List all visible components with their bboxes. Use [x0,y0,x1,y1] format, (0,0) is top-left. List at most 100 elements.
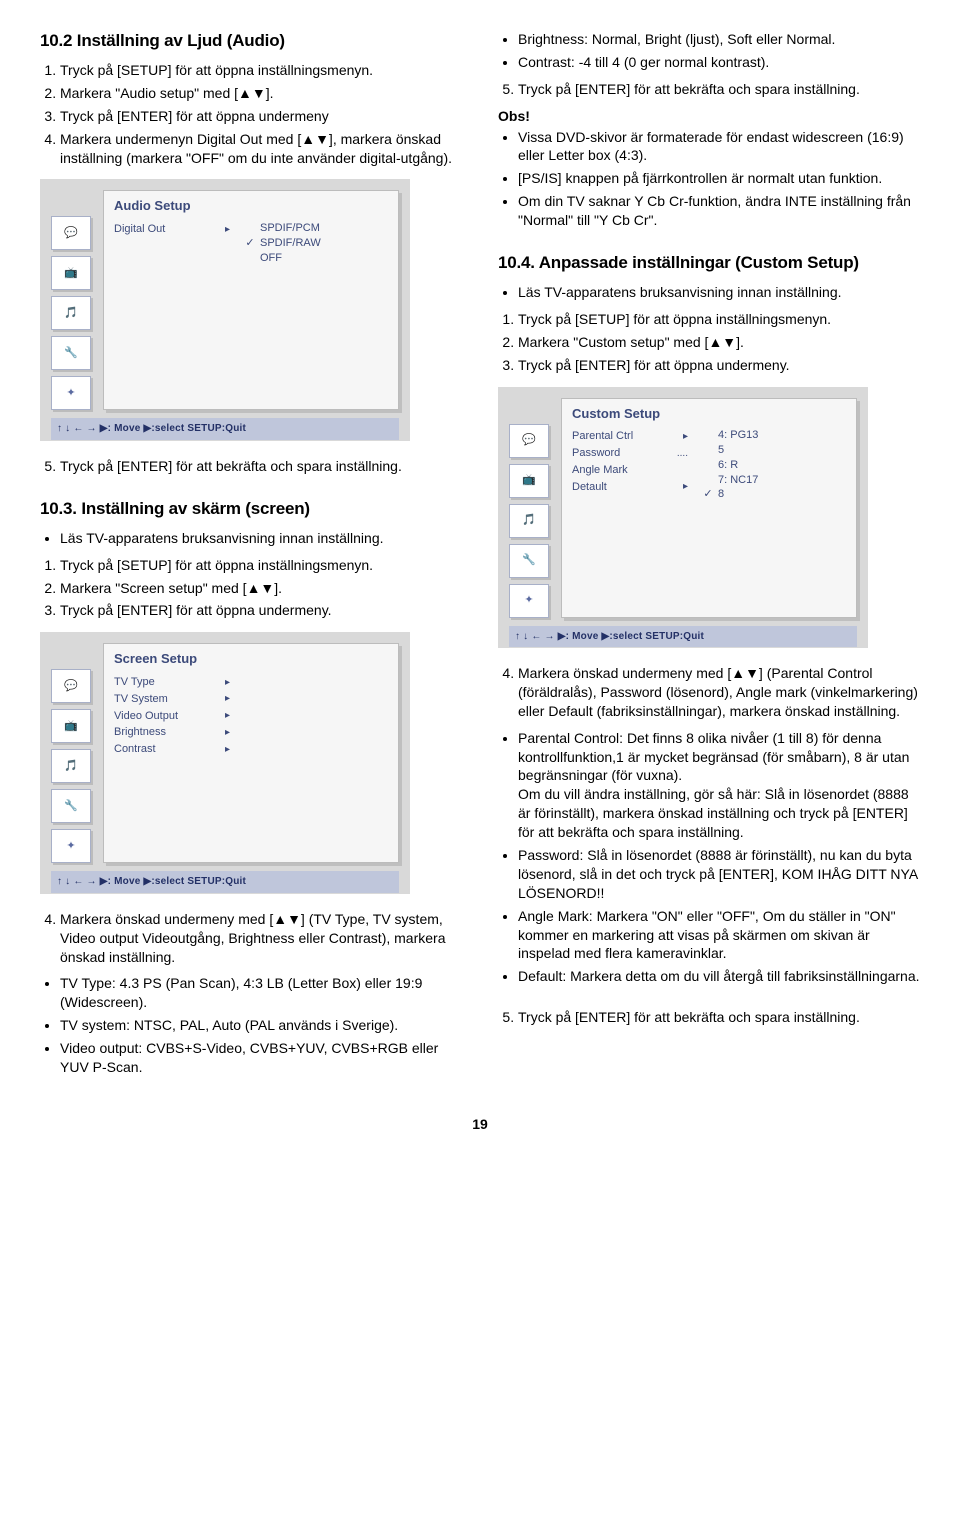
menu-item-label: Video Output [114,709,178,724]
right-column: Brightness: Normal, Bright (ljust), Soft… [498,30,920,1085]
value-label: 8 [718,487,724,502]
s103-lead: Läs TV-apparatens bruksanvisning innan i… [40,529,462,548]
tool-icon: 🔧 [51,789,91,823]
note-icon: 🎵 [51,296,91,330]
s104-step4: Markera önskad undermeny med [▲▼] (Paren… [498,664,920,721]
audio-setup-panel: Audio Setup Digital Out ▸ SPDIF/PCM ✓ SPD… [103,190,399,410]
list-item: Tryck på [ENTER] för att bekräfta och sp… [518,1008,920,1027]
obs-label: Obs! [498,107,920,126]
option-label: OFF [260,251,282,266]
list-item: [PS/IS] knappen på fjärrkontrollen är no… [518,169,920,188]
s104-heading: 10.4. Anpassade inställningar (Custom Se… [498,252,920,275]
right-top-step5: Tryck på [ENTER] för att bekräfta och sp… [498,80,920,99]
note-icon: 🎵 [509,504,549,538]
gear-icon: ✦ [51,376,91,410]
menu-item-label: Detault [572,480,607,495]
value-row: 6: R [700,458,850,473]
note-icon: 🎵 [51,749,91,783]
tool-icon: 🔧 [509,544,549,578]
side-icons: 💬 📺 🎵 🔧 ✦ [51,643,95,863]
menu-item-label: Digital Out [114,222,165,237]
option-label: SPDIF/RAW [260,236,321,251]
audio-setup-figure: 💬 📺 🎵 🔧 ✦ Audio Setup Digital Out ▸ [40,179,410,441]
list-item: Markera undermenyn Digital Out med [▲▼],… [60,130,462,168]
custom-setup-figure: 💬 📺 🎵 🔧 ✦ Custom Setup Parental Ctrl▸ Pa… [498,387,868,649]
list-item: Angle Mark: Markera "ON" eller "OFF", Om… [518,907,920,964]
list-item: Markera önskad undermeny med [▲▼] (Paren… [518,664,920,721]
list-item: Läs TV-apparatens bruksanvisning innan i… [518,283,920,302]
gear-icon: ✦ [509,584,549,618]
chevron-right-icon: ▸ [225,676,230,690]
list-item: Tryck på [ENTER] för att bekräfta och sp… [518,80,920,99]
check-icon: ✓ [702,487,714,502]
value-row: ✓8 [700,487,850,502]
menu-item: Contrast▸ [112,741,232,758]
brightness-contrast-bullets: Brightness: Normal, Bright (ljust), Soft… [498,30,920,72]
menu-item-label: Parental Ctrl [572,429,633,444]
dots-icon: .... [677,447,688,461]
screen-setup-panel: Screen Setup TV Type ▸ TV System▸ Video O… [103,643,399,863]
speech-icon: 💬 [51,669,91,703]
s103-steps: Tryck på [SETUP] för att öppna inställni… [40,556,462,621]
list-item: Tryck på [ENTER] för att öppna undermeny [60,107,462,126]
list-item: Tryck på [SETUP] för att öppna inställni… [518,310,920,329]
s104-steps: Tryck på [SETUP] för att öppna inställni… [498,310,920,375]
gear-icon: ✦ [51,829,91,863]
setup-footer: ↑ ↓ ← → ▶: Move ▶:select SETUP:Quit [509,626,857,648]
list-item: Markera "Screen setup" med [▲▼]. [60,579,462,598]
menu-item: Parental Ctrl▸ [570,428,690,445]
menu-item: Password.... [570,445,690,462]
list-item: Tryck på [SETUP] för att öppna inställni… [60,61,462,80]
menu-item: TV System▸ [112,691,232,708]
list-item: TV Type: 4.3 PS (Pan Scan), 4:3 LB (Lett… [60,974,462,1012]
list-item: Brightness: Normal, Bright (ljust), Soft… [518,30,920,49]
list-item: Om din TV saknar Y Cb Cr-funktion, ändra… [518,192,920,230]
menu-item-label: Password [572,446,620,461]
side-icons: 💬 📺 🎵 🔧 ✦ [51,190,95,410]
list-item: Markera önskad undermeny med [▲▼] (TV Ty… [60,910,462,967]
list-item: TV system: NTSC, PAL, Auto (PAL används … [60,1016,462,1035]
tool-icon: 🔧 [51,336,91,370]
value-row: 7: NC17 [700,473,850,488]
menu-item: Detault ▸ [570,479,690,496]
list-item: Markera "Audio setup" med [▲▼]. [60,84,462,103]
panel-title: Screen Setup [114,650,392,668]
speech-icon: 💬 [509,424,549,458]
check-icon: ✓ [244,236,256,251]
left-column: 10.2 Inställning av Ljud (Audio) Tryck p… [40,30,462,1085]
page-number: 19 [40,1115,920,1134]
setup-footer: ↑ ↓ ← → ▶: Move ▶:select SETUP:Quit [51,871,399,893]
list-item: Parental Control: Det finns 8 olika nivå… [518,729,920,842]
s104-lead: Läs TV-apparatens bruksanvisning innan i… [498,283,920,302]
custom-setup-panel: Custom Setup Parental Ctrl▸ Password....… [561,398,857,618]
list-item: Tryck på [ENTER] för att bekräfta och sp… [60,457,462,476]
list-item: Tryck på [ENTER] för att öppna undermeny… [518,356,920,375]
s102-step5: Tryck på [ENTER] för att bekräfta och sp… [40,457,462,476]
value-row: 4: PG13 [700,428,850,443]
list-item: Tryck på [ENTER] för att öppna undermeny… [60,601,462,620]
s102-steps: Tryck på [SETUP] för att öppna inställni… [40,61,462,167]
panel-title: Audio Setup [114,197,392,215]
list-item: Vissa DVD-skivor är formaterade för enda… [518,128,920,166]
menu-item: Digital Out ▸ [112,221,232,238]
side-icons: 💬 📺 🎵 🔧 ✦ [509,398,553,618]
menu-item-label: Brightness [114,725,166,740]
menu-item: Angle Mark [570,462,690,479]
s103-step4: Markera önskad undermeny med [▲▼] (TV Ty… [40,910,462,967]
chevron-right-icon: ▸ [225,726,230,740]
chevron-right-icon: ▸ [683,480,688,494]
menu-items: Parental Ctrl▸ Password.... Angle Mark D… [570,428,690,502]
list-item: Tryck på [SETUP] för att öppna inställni… [60,556,462,575]
menu-item: Brightness ▸ [112,724,232,741]
speech-icon: 💬 [51,216,91,250]
s104-step5: Tryck på [ENTER] för att bekräfta och sp… [498,1008,920,1027]
menu-item-label: TV Type [114,675,155,690]
values-list: 4: PG13 5 6: R 7: NC17 ✓8 [700,428,850,502]
option-row: SPDIF/PCM [242,221,392,236]
chevron-right-icon: ▸ [225,223,230,237]
value-label: 6: R [718,458,738,473]
tv-icon: 📺 [51,256,91,290]
menu-item: Video Output▸ [112,708,232,725]
value-label: 7: NC17 [718,473,758,488]
value-label: 5 [718,443,724,458]
